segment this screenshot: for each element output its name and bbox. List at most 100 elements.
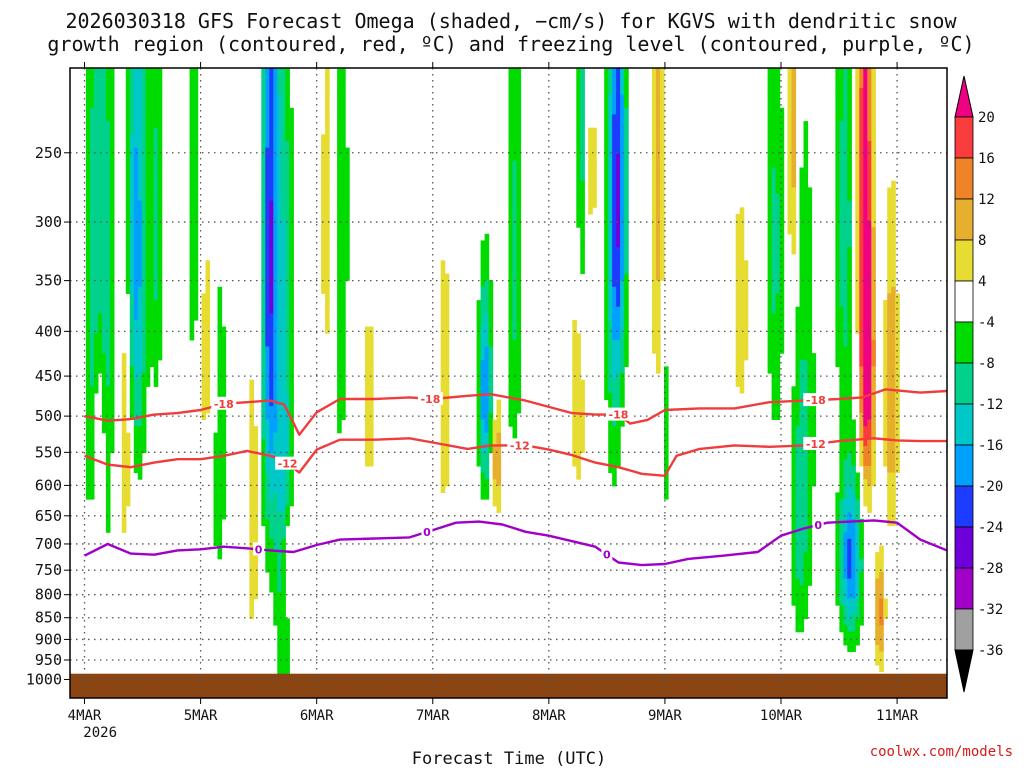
omega-cell <box>867 306 872 314</box>
omega-cell <box>843 618 848 626</box>
omega-cell <box>269 578 274 586</box>
omega-cell <box>273 558 278 566</box>
omega-cell <box>249 499 254 507</box>
omega-cell <box>289 492 294 500</box>
omega-cell <box>616 392 621 401</box>
omega-cell <box>580 180 585 188</box>
y-tick-label: 600 <box>35 476 62 494</box>
omega-cell <box>325 160 330 168</box>
omega-cell <box>249 512 254 520</box>
omega-cell <box>341 333 346 341</box>
omega-cell <box>803 578 809 586</box>
omega-cell <box>109 399 115 407</box>
omega-cell <box>871 293 876 301</box>
omega-cell <box>105 160 111 168</box>
omega-cell <box>480 386 486 394</box>
omega-cell <box>871 392 876 401</box>
omega-cell <box>273 439 278 447</box>
omega-cell <box>859 545 864 553</box>
omega-cell <box>807 578 813 586</box>
omega-cell <box>273 359 278 367</box>
omega-cell <box>129 167 135 175</box>
omega-cell <box>839 94 844 102</box>
omega-cell <box>337 68 342 76</box>
omega-cell <box>440 439 446 447</box>
omega-cell <box>492 492 498 500</box>
omega-cell <box>105 419 111 427</box>
omega-cell <box>125 107 131 115</box>
omega-cell <box>843 74 848 82</box>
omega-cell <box>337 339 342 348</box>
omega-cell <box>277 386 282 394</box>
omega-cell <box>157 266 163 275</box>
colorbar-label: -8 <box>978 356 995 372</box>
omega-cell <box>105 465 111 474</box>
omega-cell <box>775 68 781 76</box>
omega-cell <box>652 306 657 314</box>
omega-cell <box>261 213 266 222</box>
omega-cell <box>273 518 278 527</box>
omega-cell <box>480 280 486 288</box>
omega-cell <box>887 293 892 301</box>
omega-cell <box>604 286 609 294</box>
omega-cell <box>516 207 522 215</box>
omega-cell <box>217 339 223 348</box>
omega-cell <box>369 426 374 434</box>
omega-cell <box>325 74 330 82</box>
omega-cell <box>867 300 872 308</box>
omega-cell <box>85 359 91 367</box>
omega-cell <box>847 565 852 573</box>
omega-cell <box>201 326 207 334</box>
omega-cell <box>839 499 844 507</box>
omega-cell <box>895 333 900 341</box>
omega-cell <box>803 180 809 188</box>
omega-cell <box>153 326 159 334</box>
omega-cell <box>855 167 860 175</box>
omega-cell <box>480 306 486 314</box>
omega-cell <box>847 114 852 122</box>
omega-cell <box>608 452 613 460</box>
omega-cell <box>265 174 270 182</box>
omega-cell <box>847 485 852 493</box>
omega-cell <box>109 439 115 447</box>
omega-cell <box>851 572 856 580</box>
omega-cell <box>839 247 844 255</box>
omega-cell <box>269 333 274 341</box>
omega-cell <box>767 240 773 248</box>
omega-cell <box>440 333 446 341</box>
omega-cell <box>285 68 290 76</box>
omega-cell <box>273 353 278 361</box>
omega-cell <box>616 333 621 341</box>
omega-cell <box>277 233 282 241</box>
omega-cell <box>616 74 621 82</box>
omega-cell <box>879 618 884 626</box>
omega-cell <box>193 154 199 162</box>
omega-cell <box>652 280 657 288</box>
omega-cell <box>440 392 446 401</box>
omega-cell <box>89 174 95 182</box>
omega-cell <box>855 220 860 228</box>
omega-cell <box>656 359 661 367</box>
omega-cell <box>281 194 286 202</box>
omega-cell <box>652 68 657 76</box>
omega-cell <box>109 426 115 434</box>
contour-label-0: 0 <box>423 526 431 539</box>
omega-cell <box>887 300 892 308</box>
omega-cell <box>217 353 223 361</box>
omega-cell <box>735 339 741 348</box>
omega-cell <box>125 432 131 440</box>
omega-cell <box>867 505 872 513</box>
contour-label-bg <box>605 407 631 421</box>
omega-cell <box>249 392 254 401</box>
omega-cell <box>891 432 896 440</box>
omega-cell <box>325 233 330 241</box>
omega-cell <box>835 140 840 149</box>
omega-cell <box>592 187 597 195</box>
omega-cell <box>273 81 278 89</box>
omega-cell <box>855 326 860 334</box>
omega-cell <box>795 598 801 606</box>
omega-cell <box>345 220 350 228</box>
omega-cell <box>129 140 135 149</box>
omega-cell <box>612 432 617 440</box>
omega-cell <box>795 545 801 553</box>
